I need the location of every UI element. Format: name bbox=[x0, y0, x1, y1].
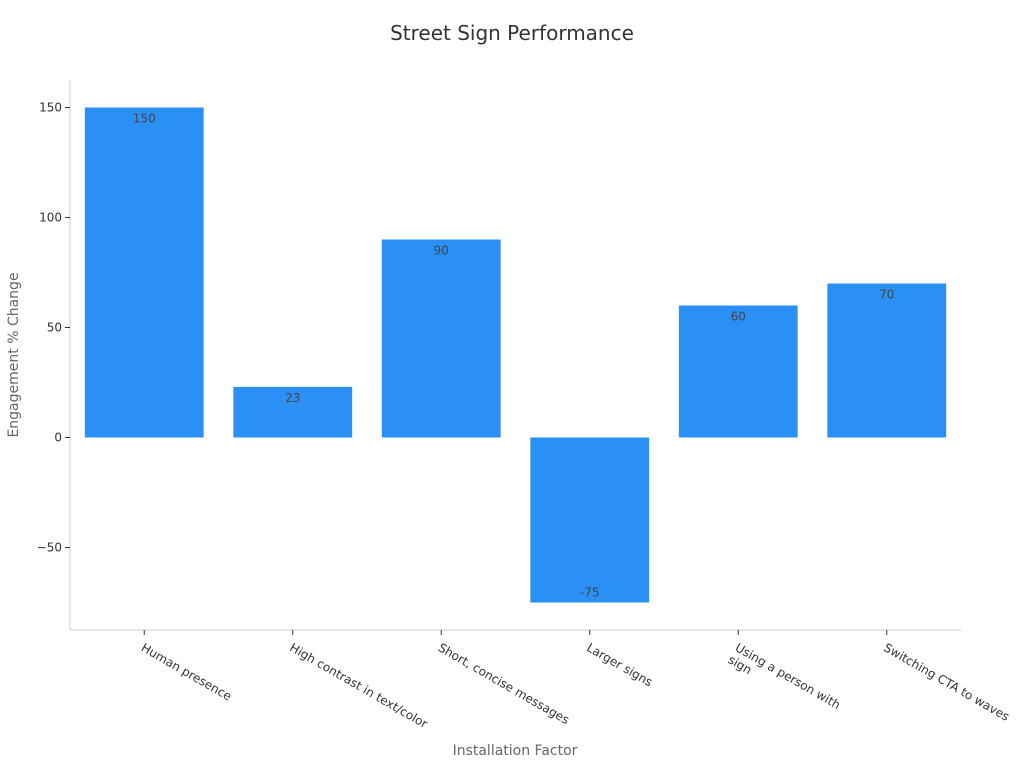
bar-value-label: 90 bbox=[434, 244, 449, 258]
bar bbox=[530, 437, 650, 603]
x-axis-label: Installation Factor bbox=[453, 743, 578, 759]
bar-value-label: -75 bbox=[580, 586, 600, 600]
bar-value-label: 60 bbox=[731, 310, 746, 324]
x-tick-label: High contrast in text/color bbox=[287, 640, 430, 731]
bar bbox=[381, 239, 501, 438]
x-tick-label: Human presence bbox=[139, 640, 234, 703]
y-tick-label: 100 bbox=[39, 211, 62, 225]
y-tick-label: 0 bbox=[54, 431, 62, 445]
chart-title: Street Sign Performance bbox=[390, 21, 634, 45]
bar bbox=[678, 305, 798, 438]
y-tick-label: 50 bbox=[47, 321, 62, 335]
y-tick-label: −50 bbox=[37, 541, 62, 555]
x-tick-label: Using a person withsign bbox=[726, 640, 843, 724]
bar-value-label: 23 bbox=[285, 391, 300, 405]
x-tick-label: Switching CTA to waves bbox=[881, 640, 1012, 723]
plot-area: −50 0 50 100 150 150 Human presence 23 High cont… bbox=[37, 80, 1012, 731]
y-axis-label: Engagement % Change bbox=[6, 272, 22, 437]
bar bbox=[827, 283, 947, 438]
bar bbox=[233, 386, 353, 438]
bar bbox=[84, 107, 204, 438]
bar-value-label: 150 bbox=[133, 112, 156, 126]
y-tick-label: 150 bbox=[39, 101, 62, 115]
bar-value-label: 70 bbox=[879, 288, 894, 302]
x-tick-label: Larger signs bbox=[584, 640, 655, 689]
x-tick-label: Short, concise messages bbox=[436, 640, 572, 727]
